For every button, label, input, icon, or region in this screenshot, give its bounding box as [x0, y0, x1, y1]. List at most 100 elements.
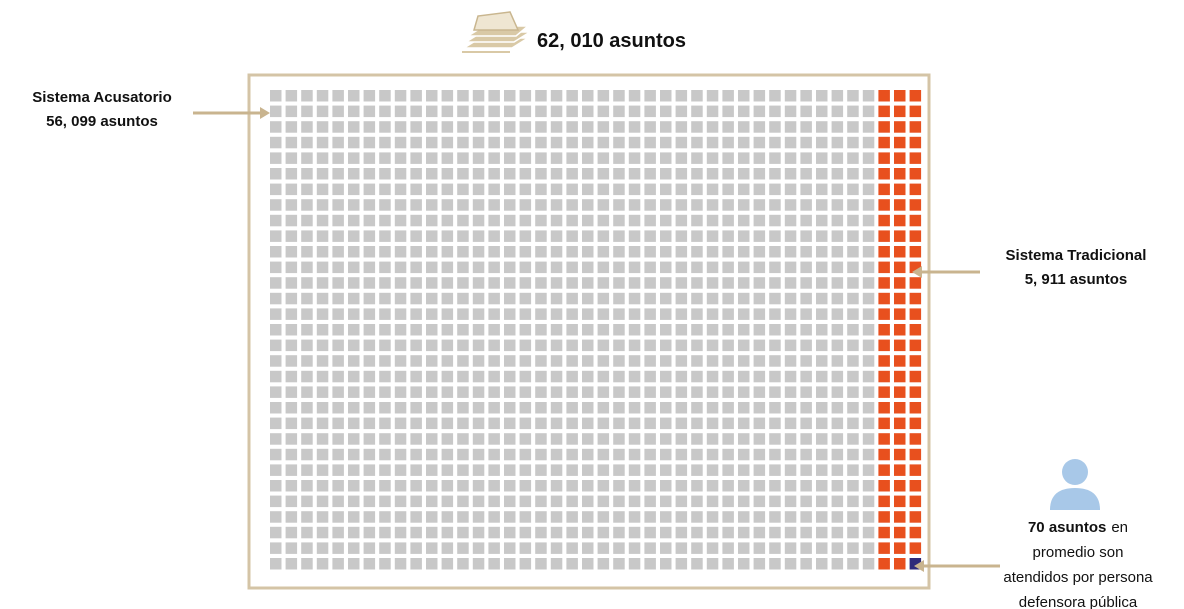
square-acusatorio [738, 230, 750, 242]
square-acusatorio [535, 152, 547, 164]
square-acusatorio [800, 558, 812, 570]
square-acusatorio [769, 136, 781, 149]
square-acusatorio [800, 370, 812, 383]
square-acusatorio [441, 495, 454, 508]
square-acusatorio [504, 230, 516, 242]
square-acusatorio [769, 339, 781, 352]
square-acusatorio [457, 511, 469, 523]
square-acusatorio [270, 402, 282, 414]
square-acusatorio [410, 105, 422, 118]
square-acusatorio [644, 121, 656, 133]
square-acusatorio [285, 246, 298, 258]
square-acusatorio [613, 495, 625, 508]
square-acusatorio [363, 261, 376, 274]
square-acusatorio [660, 526, 672, 539]
square-acusatorio [597, 230, 610, 242]
square-acusatorio [488, 386, 500, 398]
square-acusatorio [784, 511, 797, 523]
square-acusatorio [831, 480, 844, 492]
square-acusatorio [831, 199, 844, 211]
square-acusatorio [816, 402, 828, 414]
square-acusatorio [660, 386, 672, 398]
square-acusatorio [348, 355, 360, 367]
square-acusatorio [535, 246, 547, 258]
square-acusatorio [582, 370, 594, 383]
square-acusatorio [582, 402, 594, 414]
square-acusatorio [769, 121, 781, 133]
square-acusatorio [660, 448, 672, 461]
square-acusatorio [519, 277, 532, 289]
square-acusatorio [644, 152, 656, 164]
square-acusatorio [769, 355, 781, 367]
square-acusatorio [691, 292, 703, 305]
square-acusatorio [831, 183, 844, 196]
note-bold: 70 asuntos [1028, 519, 1106, 536]
square-acusatorio [348, 386, 360, 398]
square-acusatorio [270, 339, 282, 352]
square-acusatorio [504, 370, 516, 383]
square-acusatorio [457, 105, 469, 118]
square-acusatorio [519, 480, 532, 492]
square-tradicional [878, 558, 890, 570]
square-acusatorio [691, 105, 703, 118]
square-acusatorio [394, 136, 407, 149]
square-acusatorio [394, 277, 407, 289]
square-acusatorio [363, 370, 376, 383]
square-tradicional [894, 136, 906, 149]
square-acusatorio [270, 464, 282, 476]
square-acusatorio [769, 324, 781, 336]
square-tradicional [878, 168, 890, 180]
square-acusatorio [862, 308, 875, 320]
square-acusatorio [519, 90, 532, 102]
square-acusatorio [691, 526, 703, 539]
square-acusatorio [504, 261, 516, 274]
square-acusatorio [738, 464, 750, 476]
square-acusatorio [753, 402, 766, 414]
square-acusatorio [613, 480, 625, 492]
square-acusatorio [316, 183, 329, 196]
square-acusatorio [426, 292, 438, 305]
square-acusatorio [550, 448, 563, 461]
square-acusatorio [457, 292, 469, 305]
square-acusatorio [472, 152, 485, 164]
square-acusatorio [582, 214, 594, 227]
square-tradicional [894, 292, 906, 305]
square-acusatorio [597, 199, 610, 211]
square-acusatorio [691, 121, 703, 133]
square-acusatorio [316, 324, 329, 336]
square-acusatorio [706, 402, 719, 414]
square-acusatorio [285, 261, 298, 274]
square-acusatorio [862, 105, 875, 118]
square-acusatorio [441, 214, 454, 227]
square-acusatorio [535, 168, 547, 180]
square-acusatorio [441, 355, 454, 367]
square-acusatorio [769, 542, 781, 554]
square-acusatorio [660, 558, 672, 570]
square-acusatorio [753, 355, 766, 367]
square-acusatorio [301, 261, 313, 274]
square-acusatorio [753, 168, 766, 180]
square-acusatorio [597, 386, 610, 398]
square-acusatorio [472, 168, 485, 180]
square-acusatorio [535, 136, 547, 149]
square-acusatorio [504, 136, 516, 149]
square-acusatorio [644, 402, 656, 414]
square-acusatorio [769, 495, 781, 508]
square-acusatorio [457, 448, 469, 461]
square-acusatorio [410, 417, 422, 430]
square-acusatorio [394, 402, 407, 414]
square-acusatorio [457, 183, 469, 196]
square-acusatorio [270, 168, 282, 180]
square-acusatorio [363, 558, 376, 570]
square-acusatorio [566, 433, 578, 445]
square-acusatorio [800, 386, 812, 398]
square-acusatorio [722, 230, 734, 242]
square-acusatorio [738, 152, 750, 164]
square-acusatorio [457, 339, 469, 352]
square-acusatorio [566, 136, 578, 149]
square-acusatorio [691, 402, 703, 414]
square-acusatorio [660, 152, 672, 164]
square-acusatorio [441, 448, 454, 461]
square-acusatorio [379, 277, 391, 289]
square-acusatorio [706, 480, 719, 492]
